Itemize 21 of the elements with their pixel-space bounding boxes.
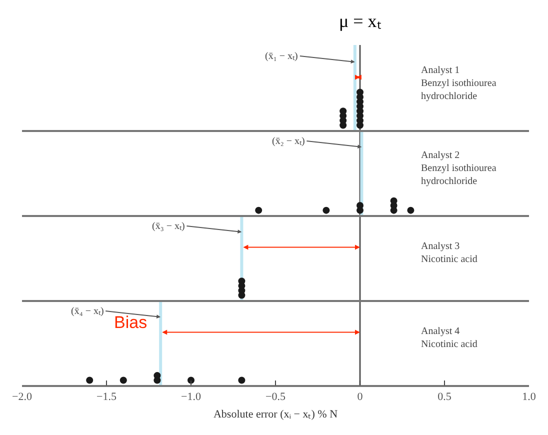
ref-line-label: (x̄₄ − xₜ) xyxy=(71,306,104,317)
x-tick-label: −0.5 xyxy=(266,390,286,403)
x-tick-label: −1.0 xyxy=(181,390,202,403)
chart-title: μ = xₜ xyxy=(339,11,381,31)
ref-line-label: (x̄₂ − xₜ) xyxy=(272,136,305,147)
x-tick-label: 0.5 xyxy=(438,390,452,403)
point xyxy=(356,88,364,96)
x-tick-label: 1.0 xyxy=(522,390,536,403)
text: Analyst 4 Nicotinic acid xyxy=(421,326,478,350)
x-tick-label: −1.5 xyxy=(96,390,117,403)
annotation: Bias xyxy=(114,313,148,332)
ref-line-label: (x̄₁ − xₜ) xyxy=(265,51,298,62)
text: Analyst 2 Benzyl isothiourea hydrochloride xyxy=(421,150,497,187)
text: Analyst 3 Nicotinic acid xyxy=(421,241,478,265)
point xyxy=(238,278,246,285)
x-tick-label: 0 xyxy=(357,390,364,403)
point xyxy=(340,108,347,115)
x-axis-title: Absolute error (xᵢ − xₜ) % N xyxy=(213,408,338,421)
ref-line-label: (x̄₃ − xₜ) xyxy=(152,221,185,232)
x-tick-label: −2.0 xyxy=(12,390,32,403)
annotation: Analyst 1 Benzyl isothiourea hydrochloride xyxy=(421,65,497,102)
